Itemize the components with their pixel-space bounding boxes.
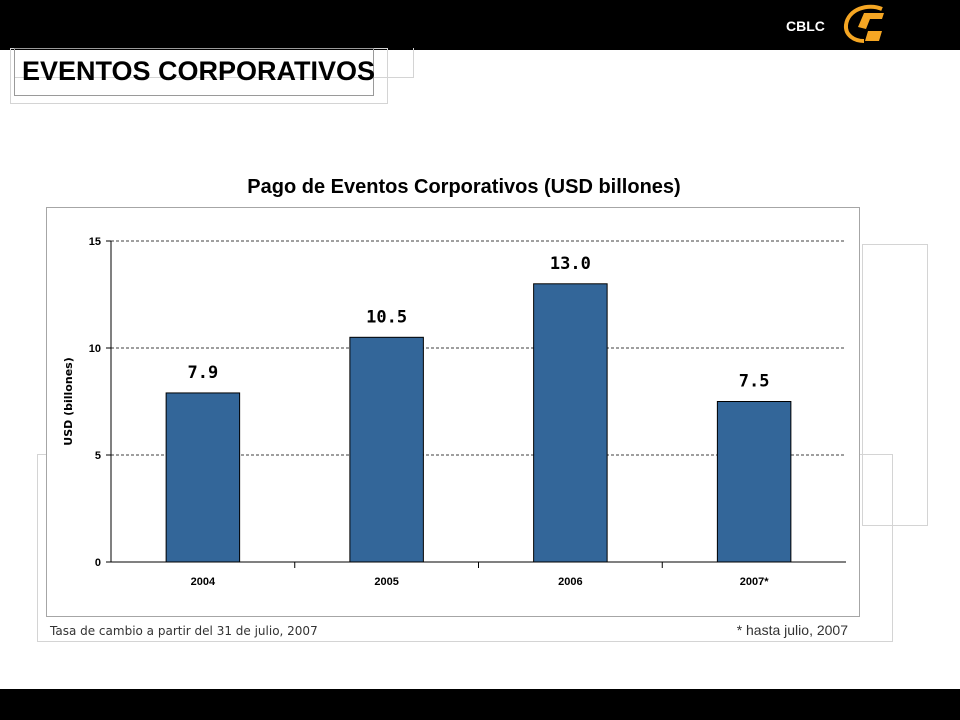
x-tick-label: 2006 xyxy=(558,576,582,588)
footnote: * hasta julio, 2007 xyxy=(736,622,848,638)
data-label: 7.5 xyxy=(739,372,770,392)
x-tick-label: 2005 xyxy=(374,576,398,588)
cblc-logo-icon xyxy=(843,4,884,43)
y-tick-label: 15 xyxy=(89,236,101,248)
bar xyxy=(716,401,792,563)
y-tick-label: 5 xyxy=(95,450,101,462)
chart-title: Pago de Eventos Corporativos (USD billon… xyxy=(247,176,681,198)
exchange-rate-note: Tasa de cambio a partir del 31 de julio,… xyxy=(50,624,318,638)
page-title: EVENTOS CORPORATIVOS xyxy=(22,56,376,86)
bar xyxy=(533,283,608,563)
bar-chart: 0 5 10 15 USD (billones) 7.9 2004 10.5 2005 13.0 2… xyxy=(62,236,846,588)
bar xyxy=(349,336,424,563)
x-tick-label: 2007* xyxy=(740,576,769,588)
deco-frame-right xyxy=(862,244,928,526)
y-tick-label: 0 xyxy=(95,557,101,569)
data-label: 13.0 xyxy=(550,254,591,274)
x-tick-label: 2004 xyxy=(191,576,216,588)
y-axis-label: USD (billones) xyxy=(62,357,75,445)
brand-name: CBLC xyxy=(786,18,825,34)
title-frame-box xyxy=(14,48,374,96)
top-bar xyxy=(0,0,960,50)
bottom-bar xyxy=(0,689,960,720)
data-label: 10.5 xyxy=(366,307,407,327)
bar xyxy=(165,392,241,563)
y-tick-label: 10 xyxy=(89,343,101,355)
data-label: 7.9 xyxy=(188,363,219,383)
